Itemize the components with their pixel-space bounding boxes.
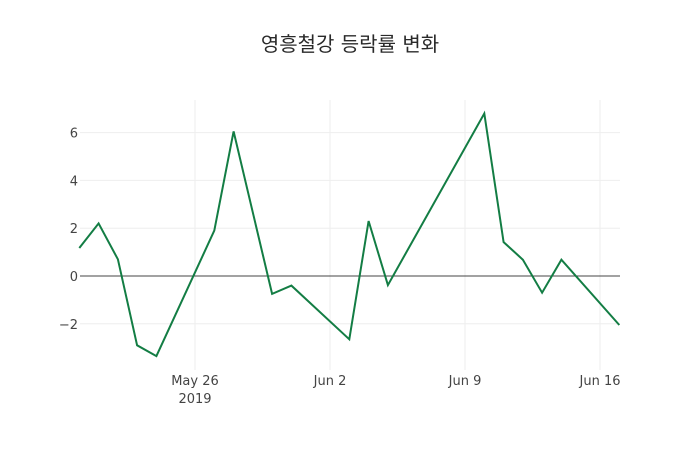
x-tick-label: May 26 xyxy=(171,374,219,389)
series-line xyxy=(78,110,621,358)
data-line xyxy=(78,110,621,358)
x-tick-label: Jun 9 xyxy=(448,374,482,389)
y-tick-label: 4 xyxy=(70,174,78,189)
gridlines xyxy=(80,100,620,370)
x-tick-label: Jun 2 xyxy=(313,374,347,389)
x-tick-label: Jun 16 xyxy=(579,374,621,389)
y-tick-label: −2 xyxy=(59,318,78,333)
y-axis-ticks: −2 0 2 4 6 xyxy=(59,127,78,333)
y-tick-label: 0 xyxy=(70,270,78,285)
x-axis-ticks: May 26 2019 Jun 2 Jun 9 Jun 16 xyxy=(171,374,620,407)
y-tick-label: 6 xyxy=(70,127,78,142)
x-tick-year-label: 2019 xyxy=(178,392,211,407)
chart-title: 영흥철강 등락률 변화 xyxy=(260,32,440,56)
y-tick-label: 2 xyxy=(70,222,78,237)
